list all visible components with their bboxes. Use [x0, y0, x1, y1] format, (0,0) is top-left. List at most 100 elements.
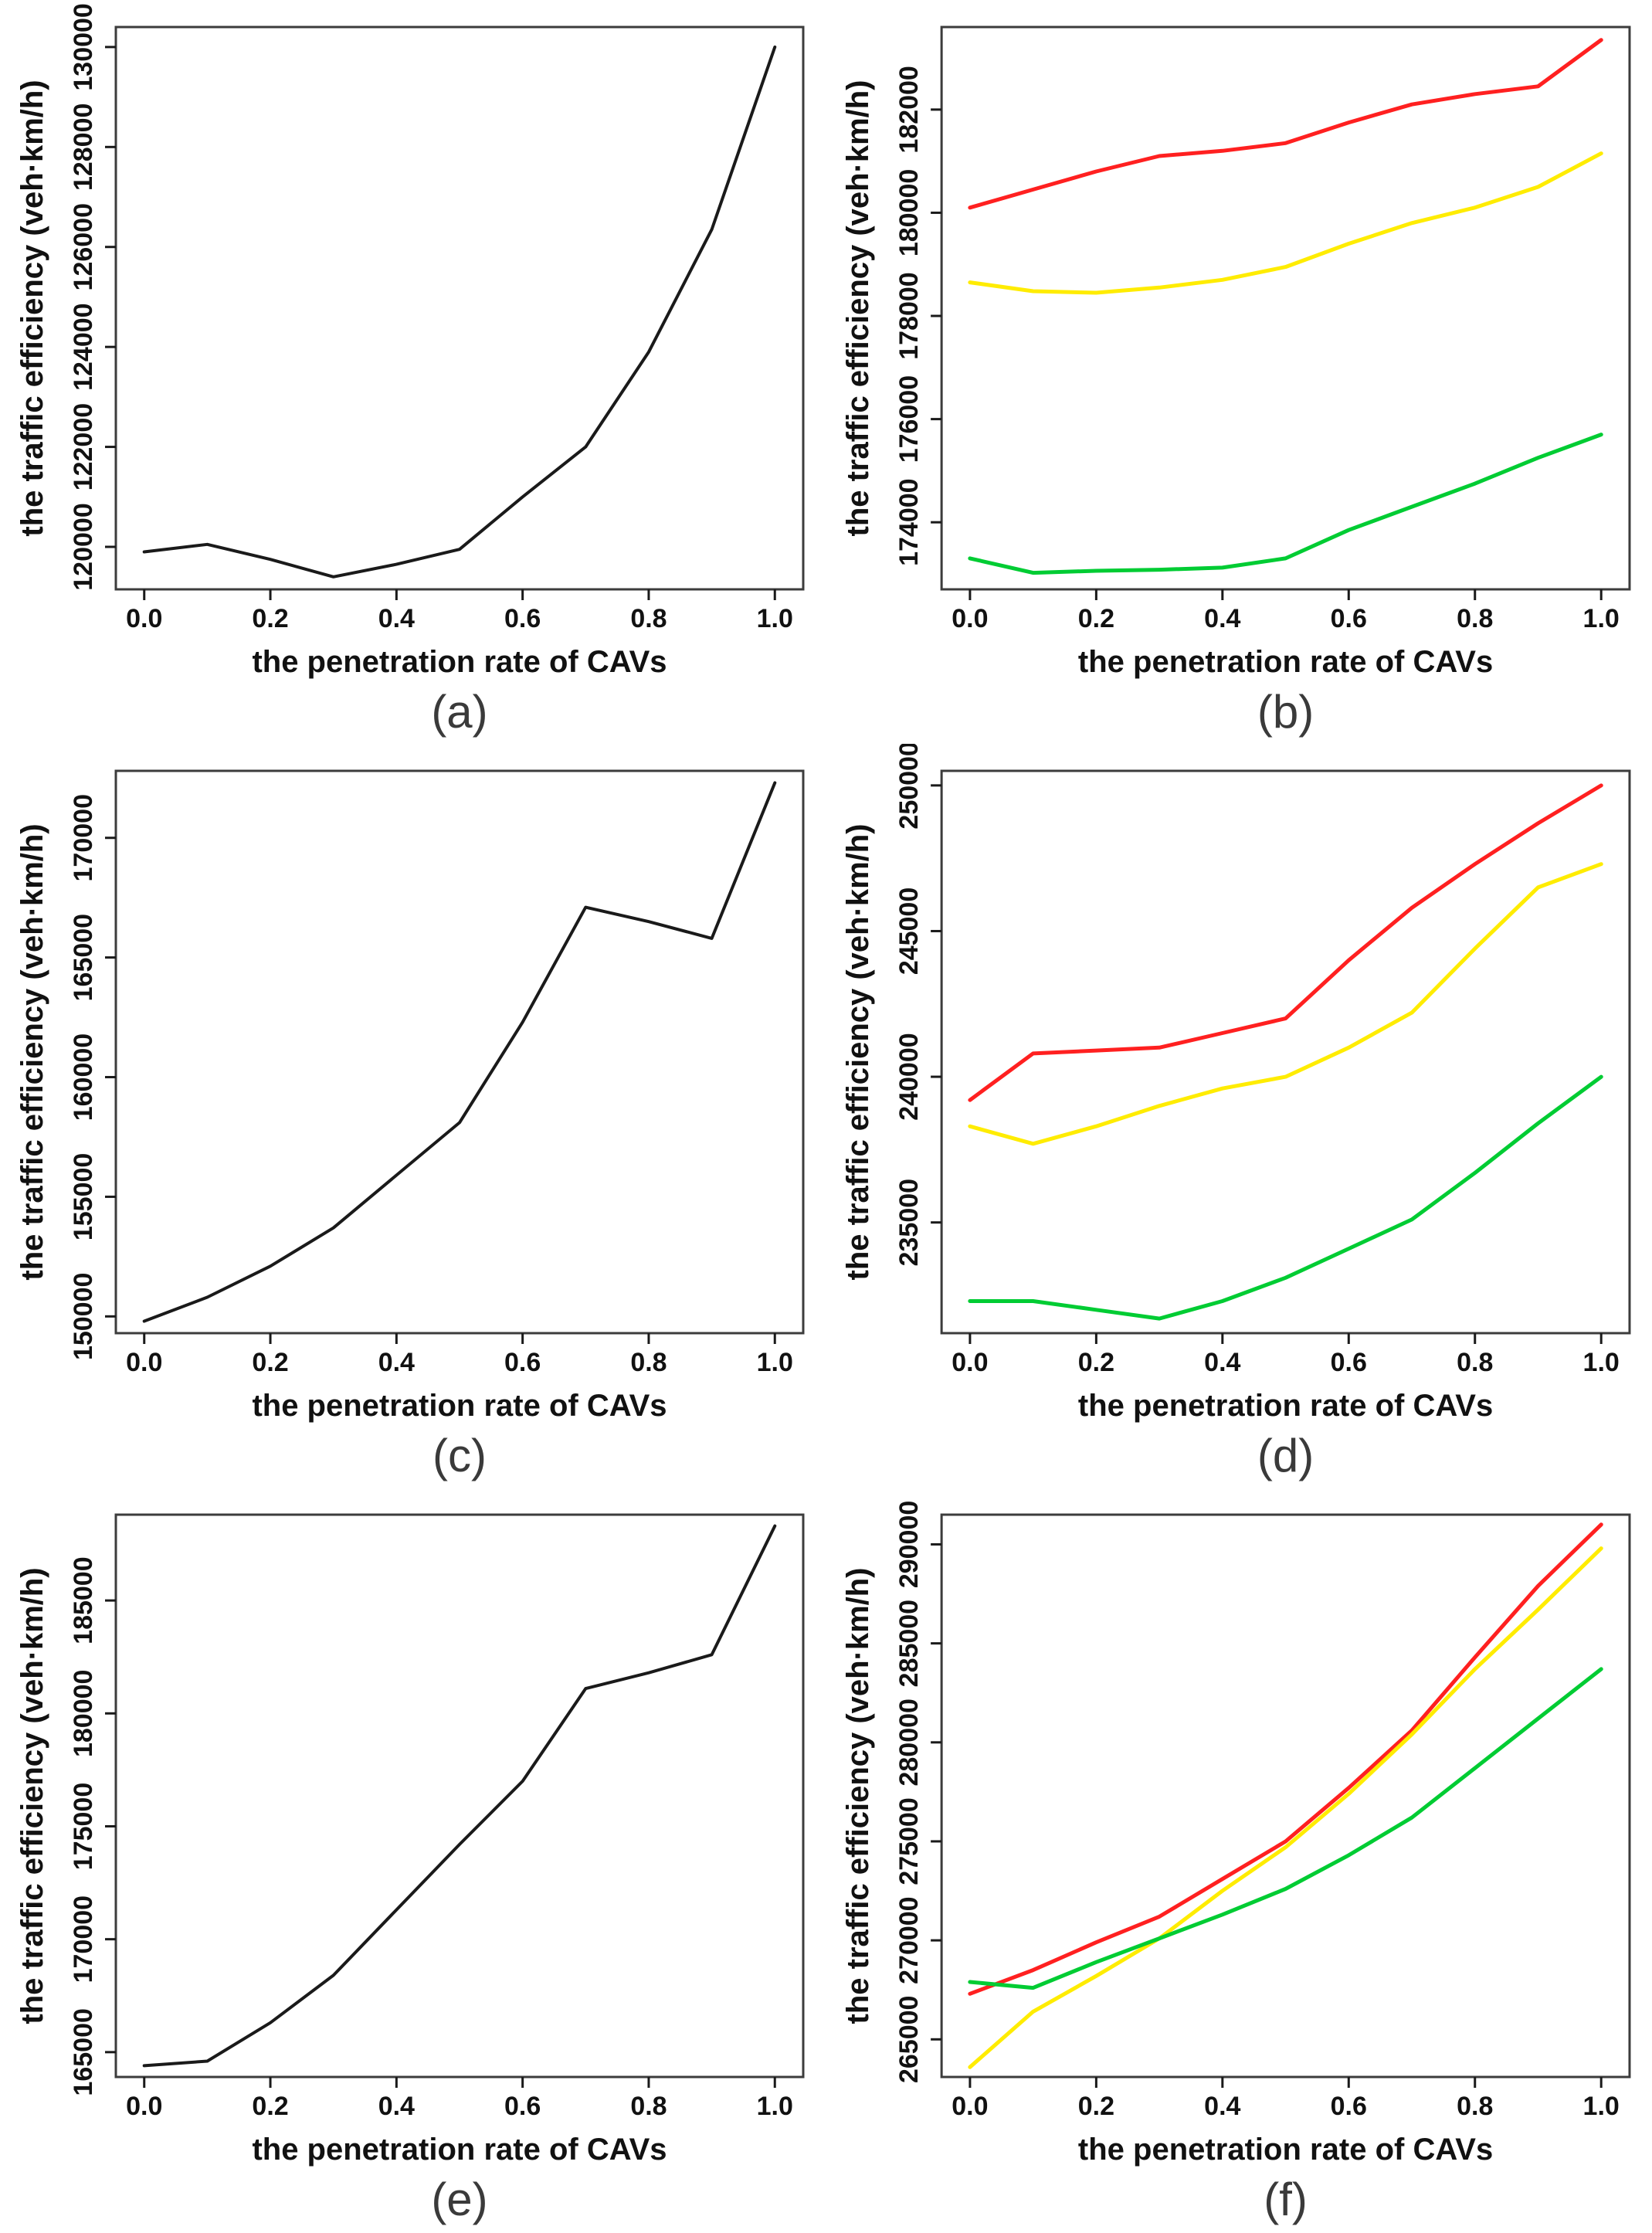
x-tick-label: 0.2	[252, 604, 288, 633]
x-tick-label: 1.0	[1583, 2092, 1620, 2121]
plot-box-c	[114, 769, 805, 1335]
x-tick-label: 0.6	[504, 1348, 541, 1377]
x-tick-label: 0.8	[1457, 1348, 1493, 1377]
plot-box-e	[114, 1513, 805, 2079]
y-tick-label: 280000	[894, 1699, 924, 1786]
x-tick-label: 0.8	[1457, 604, 1493, 633]
y-tick-label: 130000	[69, 3, 98, 90]
y-tick-label: 124000	[69, 303, 98, 390]
chart-d-plot: (d) 235000 240000 245000 250000 0.0 0.2 0.4 0.6…	[841, 744, 1631, 1481]
x-tick-label: 0.2	[1078, 1348, 1114, 1377]
series-line-green	[968, 1074, 1603, 1321]
x-tick-label: 0.2	[252, 2092, 288, 2121]
x-axis-label: the penetration rate of CAVs	[252, 2133, 667, 2167]
x-tick-label: 0.0	[126, 2092, 162, 2121]
x-axis-label: the penetration rate of CAVs	[1078, 1389, 1493, 1423]
chart-e-plot: (e) 165000 170000 175000 180000 185000 0.0 0.2…	[15, 1513, 805, 2225]
panel-c: (c) 150000 155000 160000 165000 170000 0.0 0.2…	[0, 744, 826, 1488]
x-tick-label: 1.0	[1583, 1348, 1620, 1377]
x-tick-label: 0.0	[952, 2092, 988, 2121]
x-tick-label: 1.0	[757, 1348, 793, 1377]
y-axis-label: the traffic efficiency (veh·km/h)	[15, 80, 49, 536]
x-axis-label: the penetration rate of CAVs	[252, 1389, 667, 1423]
y-tick-label: 180000	[894, 169, 924, 256]
y-axis-label: the traffic efficiency (veh·km/h)	[15, 823, 49, 1280]
y-tick-label: 275000	[894, 1797, 924, 1885]
x-tick-label: 0.6	[504, 604, 541, 633]
y-tick-label: 174000	[894, 478, 924, 565]
chart-a-plot: (a) 120000 122000 124000 126000 128000 130000…	[15, 3, 805, 738]
x-tick-label: 0.0	[952, 604, 988, 633]
x-tick-label: 0.6	[1331, 2092, 1367, 2121]
y-tick-label: 270000	[894, 1896, 924, 1984]
x-tick-label: 0.2	[252, 1348, 288, 1377]
y-tick-label: 165000	[69, 2008, 98, 2096]
plot-box-a	[114, 25, 805, 591]
series-line-yellow	[968, 1546, 1603, 2069]
y-tick-label: 182000	[894, 66, 924, 153]
x-tick-label: 0.4	[1204, 2092, 1240, 2121]
y-tick-label: 120000	[69, 503, 98, 590]
x-tick-label: 1.0	[757, 2092, 793, 2121]
y-tick-label: 175000	[69, 1783, 98, 1870]
series-line-yellow	[968, 151, 1603, 295]
y-tick-label: 155000	[69, 1153, 98, 1240]
y-tick-label: 128000	[69, 104, 98, 191]
y-tick-label: 122000	[69, 403, 98, 490]
panel-f: (f) 265000 270000 275000 280000 285000 290000…	[826, 1488, 1652, 2231]
x-tick-label: 0.0	[126, 1348, 162, 1377]
series-line-red	[968, 783, 1603, 1102]
panel-letter-e: (e)	[431, 2174, 487, 2225]
series-line-green	[968, 1667, 1603, 1990]
y-tick-label: 290000	[894, 1501, 924, 1588]
x-tick-label: 1.0	[1583, 604, 1620, 633]
x-tick-label: 0.4	[378, 2092, 415, 2121]
x-tick-label: 0.6	[1331, 1348, 1367, 1377]
x-tick-label: 0.0	[952, 1348, 988, 1377]
x-tick-label: 0.4	[378, 1348, 415, 1377]
x-tick-label: 0.2	[1078, 604, 1114, 633]
x-tick-label: 0.6	[1331, 604, 1367, 633]
x-tick-label: 0.8	[630, 1348, 667, 1377]
y-tick-label: 176000	[894, 375, 924, 463]
chart-f-plot: (f) 265000 270000 275000 280000 285000 290000…	[841, 1501, 1631, 2225]
panel-letter-d: (d)	[1257, 1430, 1314, 1481]
x-axis-label: the penetration rate of CAVs	[252, 645, 667, 679]
x-tick-label: 0.4	[378, 604, 415, 633]
series-line-black	[142, 781, 777, 1323]
panel-b: (b) 174000 176000 178000 180000 182000 0.0 0.2…	[826, 0, 1652, 744]
x-tick-label: 0.0	[126, 604, 162, 633]
x-tick-label: 0.8	[630, 604, 667, 633]
y-tick-label: 150000	[69, 1273, 98, 1360]
panel-letter-c: (c)	[433, 1430, 487, 1481]
panel-letter-b: (b)	[1257, 686, 1314, 738]
chart-b-plot: (b) 174000 176000 178000 180000 182000 0.0 0.2…	[841, 25, 1631, 738]
x-tick-label: 1.0	[757, 604, 793, 633]
panel-letter-f: (f)	[1264, 2174, 1308, 2225]
y-tick-label: 235000	[894, 1179, 924, 1266]
plot-box-b	[940, 25, 1631, 591]
plot-box-d	[940, 769, 1631, 1335]
plot-box-f	[940, 1513, 1631, 2079]
y-tick-label: 178000	[894, 272, 924, 359]
x-tick-label: 0.8	[630, 2092, 667, 2121]
series-line-black	[142, 1524, 777, 2068]
y-axis-label: the traffic efficiency (veh·km/h)	[841, 824, 875, 1281]
y-axis-label: the traffic efficiency (veh·km/h)	[841, 1568, 875, 2024]
y-axis-label: the traffic efficiency (veh·km/h)	[15, 1567, 49, 2024]
y-tick-label: 250000	[894, 744, 924, 830]
x-axis-label: the penetration rate of CAVs	[1078, 645, 1493, 679]
y-tick-label: 180000	[69, 1670, 98, 1757]
panel-letter-a: (a)	[431, 686, 487, 738]
y-tick-label: 170000	[69, 794, 98, 881]
y-tick-label: 160000	[69, 1033, 98, 1121]
y-tick-label: 170000	[69, 1895, 98, 1983]
x-tick-label: 0.8	[1457, 2092, 1493, 2121]
x-tick-label: 0.6	[504, 2092, 541, 2121]
panel-a: (a) 120000 122000 124000 126000 128000 130000…	[0, 0, 826, 744]
y-tick-label: 285000	[894, 1600, 924, 1687]
series-line-red	[968, 38, 1603, 210]
y-tick-label: 165000	[69, 914, 98, 1001]
series-line-green	[968, 433, 1603, 575]
